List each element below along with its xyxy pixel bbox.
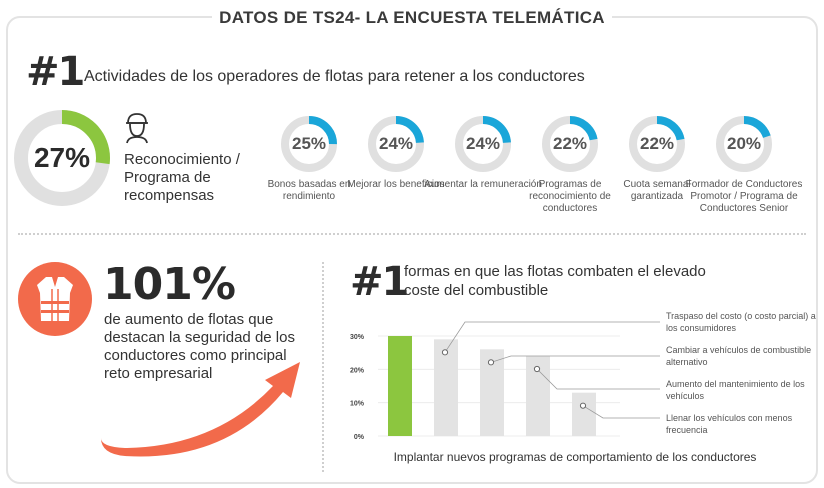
fuel-bar-chart: 0% 10% 20% 30%	[350, 321, 660, 441]
stat-percent: 24%	[378, 134, 414, 153]
small-donut-chart	[455, 116, 511, 172]
annotation-label: Traspaso del costo (o costo parcial) a l…	[666, 311, 816, 333]
stat-percent: 25%	[291, 134, 327, 153]
increase-description: de aumento de flotas que destacan la seg…	[104, 311, 295, 382]
stat-percent: 22%	[552, 134, 588, 153]
bar	[572, 392, 596, 436]
page-title: DATOS DE TS24- LA ENCUESTA TELEMÁTICA	[212, 5, 612, 31]
main-donut-chart	[14, 110, 110, 206]
small-donut-chart	[542, 116, 598, 172]
y-tick-label: 20%	[350, 367, 365, 374]
annotation-marker	[441, 349, 449, 356]
main-label: Reconocimiento / Programa de recompensas	[124, 151, 240, 204]
donut-value-arc	[716, 116, 772, 172]
bar	[388, 336, 412, 436]
annotation-label: Llenar los vehículos con menos frecuenci…	[666, 413, 793, 435]
chart-caption: Implantar nuevos programas de comportami…	[393, 450, 757, 464]
safety-vest-icon	[37, 277, 73, 321]
stat-label: Aumentar la remuneración	[424, 179, 542, 190]
annotation-leader-line	[582, 405, 660, 419]
section-title: formas en que las flotas combaten el ele…	[404, 263, 706, 299]
donut-value-arc	[629, 116, 685, 172]
y-tick-label: 30%	[350, 334, 365, 341]
small-donut-chart	[716, 116, 772, 172]
donut-value-arc	[281, 116, 337, 172]
stat-label: Mejorar los beneficios	[347, 179, 445, 190]
small-donut-chart	[368, 116, 424, 172]
rank-badge: #1	[350, 259, 409, 305]
stat-percent: 22%	[639, 134, 675, 153]
stat-percent: 20%	[726, 134, 762, 153]
bar	[434, 339, 458, 436]
upward-arrow-icon	[101, 362, 300, 457]
small-donut-chart	[629, 116, 685, 172]
annotation-marker	[487, 359, 495, 366]
donut-value-arc	[368, 116, 424, 172]
donut-value-arc	[14, 110, 110, 206]
donut-value-arc	[455, 116, 511, 172]
driver-icon	[126, 113, 148, 144]
annotation-marker	[579, 402, 587, 409]
safety-vest-badge	[18, 262, 92, 336]
annotation-label: Aumento del mantenimiento de los vehícul…	[666, 379, 805, 401]
stat-percent: 24%	[465, 134, 501, 153]
main-percent: 27%	[33, 142, 91, 173]
y-tick-label: 0%	[354, 434, 365, 441]
annotation-marker	[533, 365, 541, 373]
stat-label: Formador de Conductores Promotor / Progr…	[685, 179, 803, 214]
donut-value-arc	[542, 116, 598, 172]
annotation-leader-line	[444, 321, 660, 353]
section-divider	[18, 233, 806, 235]
rank-badge: #1	[26, 49, 85, 95]
column-divider	[322, 262, 324, 472]
annotation-leader-line	[536, 368, 660, 390]
increase-percent: 101%	[103, 259, 236, 310]
section-title: Actividades de los operadores de flotas …	[84, 68, 585, 85]
annotation-label: Cambiar a vehículos de combustible alter…	[666, 345, 812, 367]
annotation-leader-line	[490, 355, 660, 363]
small-donut-chart	[281, 116, 337, 172]
y-tick-label: 10%	[350, 401, 365, 408]
stat-label: Programas de reconocimiento de conductor…	[529, 179, 611, 214]
stat-label: Cuota semanal garantizada	[623, 179, 691, 202]
stat-label: Bonos basadas en rendimiento	[267, 179, 351, 202]
